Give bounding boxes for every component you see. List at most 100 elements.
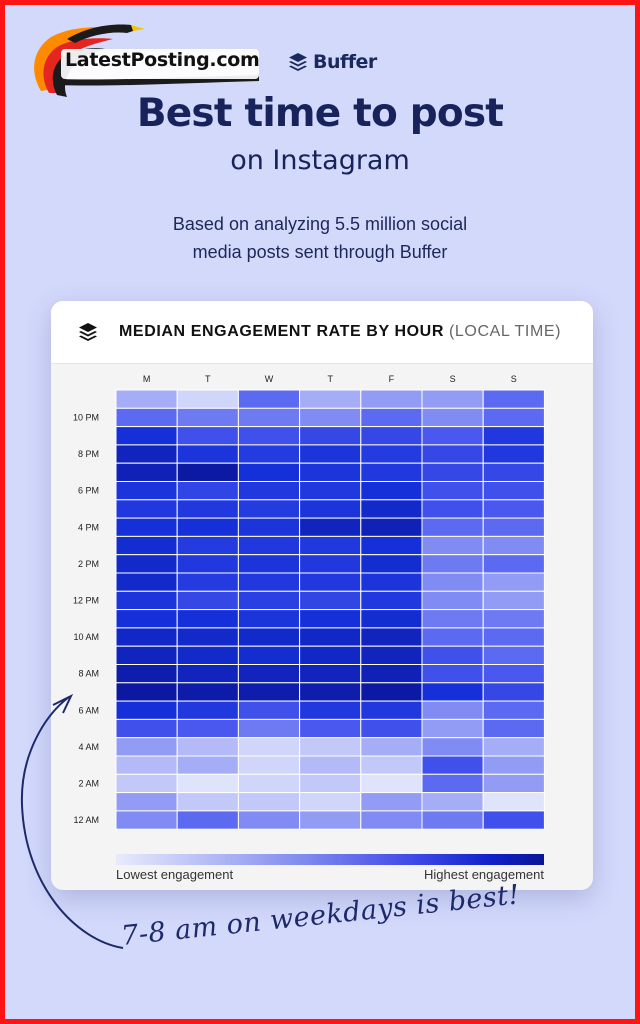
heatmap-cell [176,572,239,592]
description: Based on analyzing 5.5 million social me… [5,210,635,266]
heatmap-cell [115,481,178,501]
heatmap-cell [421,517,484,537]
heatmap-cell [421,627,484,647]
heatmap-cell [176,718,239,739]
buffer-stack-icon [289,53,307,71]
heatmap-cell [360,590,423,611]
heatmap-cell [176,700,239,720]
heatmap-chart: M T W T F S S 12 AM 2 AM 4 AM 6 AM 8 AM 10 AM 12 PM 2 … [73,374,545,830]
heatmap-cell [176,773,239,794]
heatmap-cell [421,554,484,574]
heatmap-cell [176,645,239,666]
y-tick-label: 12 PM [73,595,99,605]
heatmap-cell [115,773,178,794]
heatmap-cell [482,627,545,647]
heatmap-cell [421,773,484,794]
y-tick-label: 4 PM [78,522,99,532]
heatmap-cell [237,627,301,647]
heatmap-cell [482,810,545,830]
heatmap-cell [115,499,178,519]
heatmap-cell [237,590,301,611]
y-tick-label: 8 PM [78,449,99,459]
heatmap-cell [482,700,545,720]
heatmap-cell [482,755,545,775]
heatmap-cell [360,535,423,556]
heatmap-cell [482,645,545,666]
heatmap-cell [176,590,239,611]
heatmap-cell [421,700,484,720]
heatmap-cell [421,590,484,611]
heatmap-cell [115,590,178,611]
column-label: T [205,374,211,384]
heatmap-cell [299,737,362,757]
heatmap-cell [299,444,362,464]
heatmap-cell [299,590,362,611]
heatmap-cell [176,755,239,775]
heatmap-cell [237,664,301,684]
heatmap-cell [299,517,362,537]
heatmap-cell [115,535,178,556]
heatmap-cell [482,664,545,684]
heatmap-cell [421,737,484,757]
heatmap-cell [299,682,362,702]
heatmap-cell [299,792,362,812]
heatmap-cell [360,426,423,446]
watermark-text: LatestPosting.com [65,49,260,71]
heatmap-cell [360,517,423,537]
heatmap-cell [360,609,423,629]
heatmap-cell [421,389,484,409]
heatmap-cell [360,700,423,720]
y-tick-label: 10 PM [73,412,99,422]
heatmap-cell [482,554,545,574]
heatmap-cell [115,609,178,629]
page-title: Best time to post [136,91,504,136]
heatmap-cell [299,389,362,409]
heatmap-cell [237,700,301,720]
legend-high-label: Highest engagement [424,867,544,882]
heatmap-cell [299,481,362,501]
description-line-1: Based on analyzing 5.5 million social [172,214,468,234]
heatmap-cell [421,718,484,739]
legend-gradient [116,854,544,865]
heatmap-cell [115,664,178,684]
heatmap-cell [421,792,484,812]
column-label: M [143,374,151,384]
heatmap-cell [360,389,423,409]
heatmap-cell [421,499,484,519]
column-label: F [389,374,395,384]
heatmap-cell [299,462,362,482]
heatmap-cell [360,481,423,501]
heatmap-cell [482,737,545,757]
heatmap-cell [115,645,178,666]
heatmap-cell [237,499,301,519]
heatmap-cell [482,773,545,794]
y-tick-label: 12 AM [73,815,99,825]
column-label: T [327,374,333,384]
heatmap-cell [482,792,545,812]
heatmap-cell [421,407,484,428]
heatmap-cell [115,407,178,428]
heatmap-cell [482,462,545,482]
heatmap-cell [421,664,484,684]
chart-heading: MEDIAN ENGAGEMENT RATE BY HOUR (LOCAL TIM… [119,323,561,341]
heatmap-cell [360,792,423,812]
heatmap-cell [299,609,362,629]
heatmap-cell [421,609,484,629]
heatmap-cell [237,755,301,775]
heatmap-cell [176,462,239,482]
heatmap-cell [115,810,178,830]
heatmap-cell [176,481,239,501]
heatmap-cell [360,645,423,666]
heatmap-cell [421,426,484,446]
y-tick-label: 6 PM [78,486,99,496]
heatmap-cell [237,481,301,501]
heatmap-cell [115,444,178,464]
heatmap-cell [115,755,178,775]
heatmap-cell [237,609,301,629]
description-line-2: media posts sent through Buffer [192,242,448,262]
heatmap-cell [360,810,423,830]
heatmap-cell [115,700,178,720]
heatmap-cell [299,554,362,574]
heatmap-cell [360,572,423,592]
